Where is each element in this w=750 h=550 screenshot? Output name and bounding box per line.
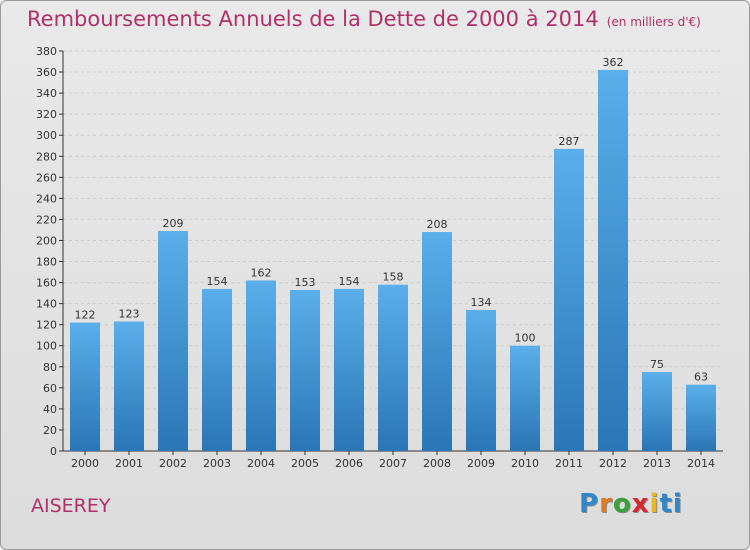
logo-letter: r bbox=[599, 489, 613, 519]
bar bbox=[554, 148, 584, 452]
logo-letter: i bbox=[649, 489, 660, 519]
x-tick-label: 2006 bbox=[335, 457, 363, 470]
x-tick-label: 2003 bbox=[203, 457, 231, 470]
data-label: 287 bbox=[559, 135, 580, 148]
bar bbox=[510, 345, 540, 451]
y-tick-label: 40 bbox=[43, 403, 57, 416]
x-tick-label: 2005 bbox=[291, 457, 319, 470]
x-tick-label: 2013 bbox=[643, 457, 671, 470]
y-tick-label: 20 bbox=[43, 424, 57, 437]
bar bbox=[202, 288, 232, 451]
data-labels: 122 123 209 154 162 153 154 158 208 134 100 287 362 7… bbox=[75, 56, 709, 384]
commune-name: AISEREY bbox=[31, 495, 111, 517]
y-tick-label: 160 bbox=[36, 277, 57, 290]
logo-letter: P bbox=[579, 489, 600, 519]
x-tick-label: 2002 bbox=[159, 457, 187, 470]
y-ticks: 0 20 40 60 80 100 120 140 160 180 200 220 240 260 280 3… bbox=[36, 45, 63, 458]
data-label: 158 bbox=[383, 271, 404, 284]
y-tick-label: 320 bbox=[36, 108, 57, 121]
y-tick-label: 100 bbox=[36, 340, 57, 353]
y-tick-label: 80 bbox=[43, 361, 57, 374]
data-label: 63 bbox=[694, 371, 708, 384]
title-unit: (en milliers d'€) bbox=[606, 15, 701, 29]
x-tick-label: 2007 bbox=[379, 457, 407, 470]
data-label: 162 bbox=[251, 266, 272, 279]
x-tick-label: 2014 bbox=[687, 457, 715, 470]
data-label: 208 bbox=[427, 218, 448, 231]
chart-title: Remboursements Annuels de la Dette de 20… bbox=[27, 7, 701, 31]
y-tick-label: 360 bbox=[36, 66, 57, 79]
data-label: 209 bbox=[163, 217, 184, 230]
bar bbox=[246, 280, 276, 451]
x-tick-label: 2000 bbox=[71, 457, 99, 470]
y-tick-label: 380 bbox=[36, 45, 57, 58]
bar bbox=[686, 384, 716, 451]
y-tick-label: 0 bbox=[50, 445, 57, 458]
x-tick-label: 2009 bbox=[467, 457, 495, 470]
proxiti-logo: Proxiti bbox=[579, 489, 683, 519]
logo-letter: ti bbox=[659, 489, 683, 519]
data-label: 154 bbox=[207, 275, 228, 288]
bar bbox=[598, 69, 628, 452]
bar bbox=[334, 288, 364, 451]
bar bbox=[466, 309, 496, 451]
y-tick-label: 260 bbox=[36, 171, 57, 184]
data-label: 100 bbox=[515, 332, 536, 345]
y-tick-label: 120 bbox=[36, 319, 57, 332]
x-ticks: 2000 2001 2002 2003 2004 2005 2006 2007 2008 2009… bbox=[71, 451, 715, 470]
y-tick-label: 60 bbox=[43, 382, 57, 395]
data-label: 154 bbox=[339, 275, 360, 288]
data-label: 362 bbox=[603, 56, 624, 69]
x-tick-label: 2004 bbox=[247, 457, 275, 470]
y-tick-label: 180 bbox=[36, 256, 57, 269]
bar bbox=[642, 372, 672, 451]
bar bbox=[422, 232, 452, 451]
data-label: 122 bbox=[75, 309, 96, 322]
bar bbox=[158, 231, 188, 451]
x-tick-label: 2008 bbox=[423, 457, 451, 470]
y-tick-label: 280 bbox=[36, 150, 57, 163]
logo-letter: o bbox=[612, 489, 632, 519]
y-tick-label: 200 bbox=[36, 234, 57, 247]
data-label: 75 bbox=[650, 358, 664, 371]
bar bbox=[70, 322, 100, 451]
x-tick-label: 2010 bbox=[511, 457, 539, 470]
bar bbox=[378, 284, 408, 451]
y-tick-label: 220 bbox=[36, 213, 57, 226]
bar bbox=[290, 289, 320, 451]
data-label: 123 bbox=[119, 308, 140, 321]
data-label: 153 bbox=[295, 276, 316, 289]
bars bbox=[70, 69, 716, 452]
bar bbox=[114, 321, 144, 451]
y-tick-label: 140 bbox=[36, 298, 57, 311]
y-tick-label: 300 bbox=[36, 129, 57, 142]
x-tick-label: 2012 bbox=[599, 457, 627, 470]
x-tick-label: 2011 bbox=[555, 457, 583, 470]
data-label: 134 bbox=[471, 296, 492, 309]
y-tick-label: 240 bbox=[36, 192, 57, 205]
logo-letter: x bbox=[631, 489, 650, 519]
title-text: Remboursements Annuels de la Dette de 20… bbox=[27, 7, 599, 31]
x-tick-label: 2001 bbox=[115, 457, 143, 470]
y-tick-label: 340 bbox=[36, 87, 57, 100]
